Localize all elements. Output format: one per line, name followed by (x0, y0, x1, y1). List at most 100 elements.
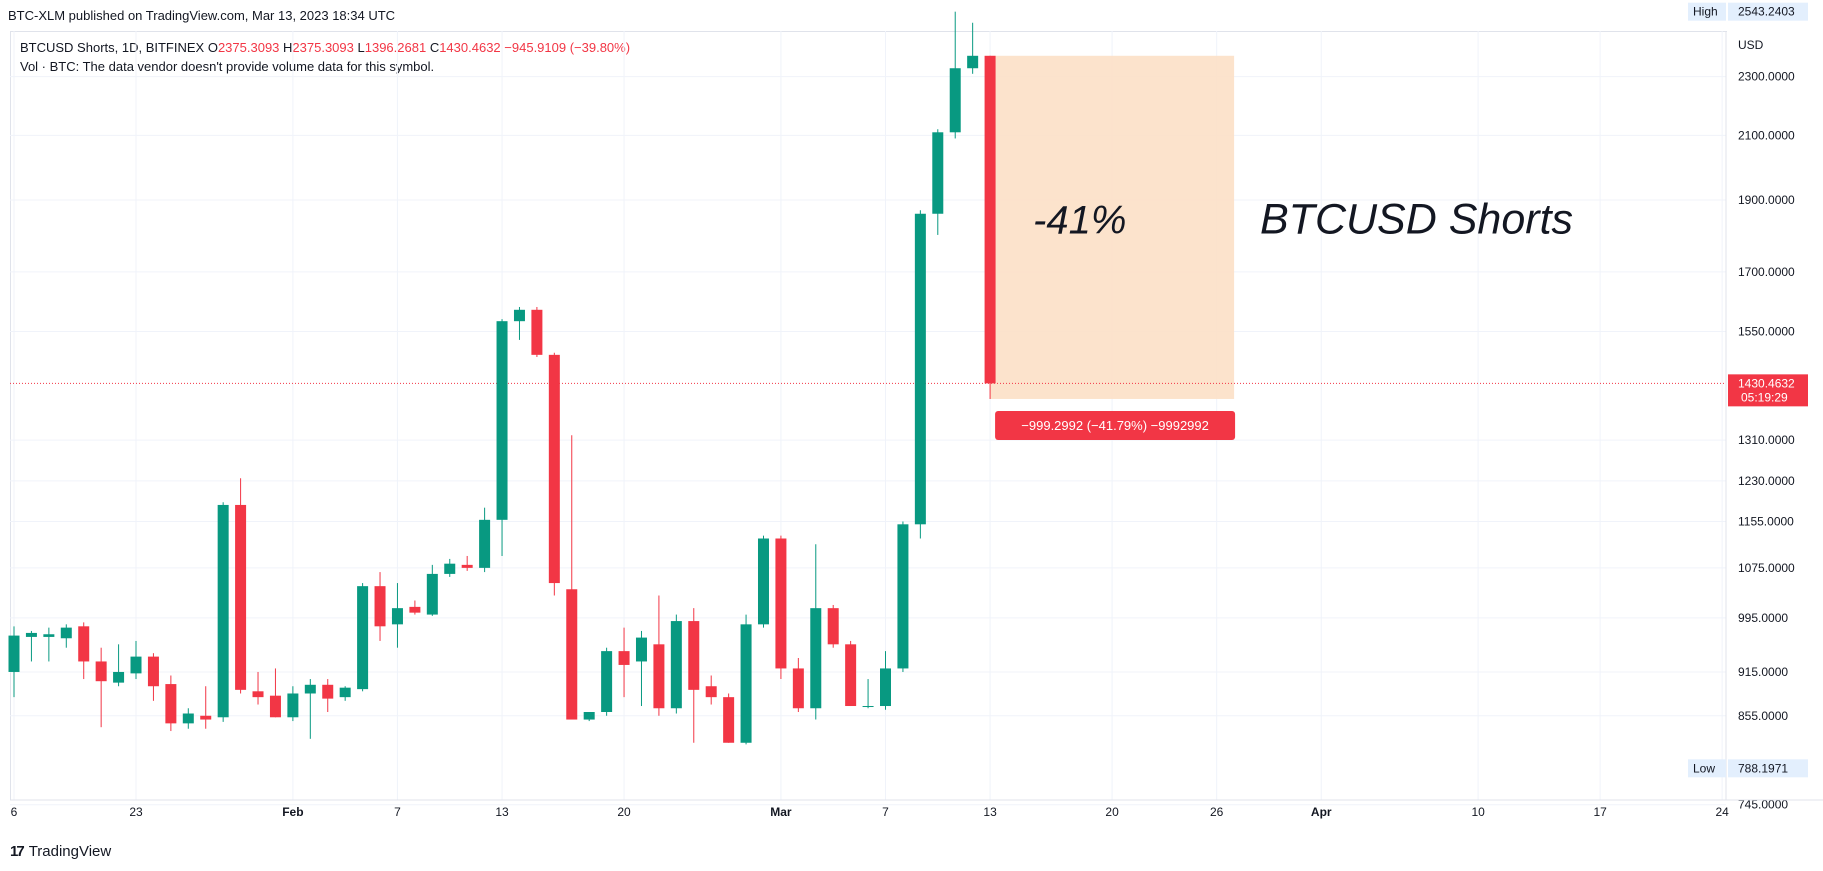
x-tick-label: 24 (1715, 805, 1729, 819)
candle-body (531, 309, 543, 355)
open-value: 2375.3093 (217, 40, 280, 55)
x-tick-label: 13 (983, 805, 997, 819)
symbol-label: BTCUSD Shorts, 1D, BITFINEX (20, 40, 205, 55)
candle-body (235, 504, 247, 690)
y-tick-label: 1700.0000 (1738, 265, 1795, 279)
y-tick-label: 1900.0000 (1738, 193, 1795, 207)
x-tick-label: 6 (11, 805, 18, 819)
candle-body (705, 686, 717, 698)
candle-body (78, 626, 90, 662)
high-value-bg (1728, 2, 1808, 21)
candle-body (792, 668, 804, 709)
candle-body (653, 644, 665, 709)
candle-body (426, 573, 438, 615)
candle-body (810, 608, 822, 709)
candle-body (182, 713, 194, 724)
measure-label-bg (995, 410, 1236, 440)
change-value: −945.9109 (−39.80%) (504, 40, 631, 55)
measure-label: −999.2992 (−41.79%) −9992992 (1021, 418, 1209, 433)
low-label-bg (1688, 759, 1726, 778)
tradingview-logo[interactable]: 17 TradingView (10, 843, 111, 860)
last-price-value: 1430.4632 (1738, 376, 1795, 390)
open-label: O (207, 40, 218, 55)
candle-body (165, 684, 177, 724)
x-tick-label: 20 (1105, 805, 1119, 819)
candle-body (409, 606, 421, 613)
y-tick-label: 855.0000 (1738, 709, 1788, 723)
last-price-tag (1728, 374, 1808, 407)
x-tick-label: 17 (1593, 805, 1607, 819)
candle-body (827, 608, 839, 645)
y-tick-label: 1230.0000 (1738, 474, 1795, 488)
y-tick-label: 1550.0000 (1738, 325, 1795, 339)
candle-body (269, 695, 281, 718)
ohlc-legend: BTCUSD Shorts, 1D, BITFINEX O2375.3093 H… (20, 40, 630, 55)
y-tick-label: 995.0000 (1738, 611, 1788, 625)
candle-body (287, 693, 299, 718)
y-tick-label: 2100.0000 (1738, 128, 1795, 142)
candle-body (304, 684, 316, 694)
y-tick-label: 1075.0000 (1738, 561, 1795, 575)
high-label-bg (1688, 2, 1726, 21)
close-value: 1430.4632 (439, 40, 501, 55)
candle-body (775, 538, 787, 669)
currency-label: USD (1738, 38, 1764, 52)
x-tick-label: 20 (617, 805, 631, 819)
x-tick-label: 10 (1471, 805, 1485, 819)
close-label: C (429, 40, 440, 55)
candle-body (548, 354, 560, 584)
x-tick-label: 26 (1210, 805, 1224, 819)
y-tick-label: 1310.0000 (1738, 433, 1795, 447)
candle-body (897, 524, 909, 669)
candle-body (688, 621, 700, 690)
candle-body (914, 213, 926, 525)
candle-body (880, 668, 891, 707)
candle-body (95, 661, 107, 682)
candle-body (932, 132, 944, 214)
candle-body (479, 519, 491, 568)
title-annotation: BTCUSD Shorts (1260, 195, 1573, 243)
volume-note: Vol · BTC: The data vendor doesn't provi… (20, 59, 435, 74)
published-caption: BTC-XLM published on TradingView.com, Ma… (8, 8, 396, 23)
high-value: 2375.3093 (292, 40, 354, 55)
candle-body (357, 586, 369, 690)
candle-body (496, 321, 508, 520)
candle-body (984, 55, 996, 384)
candle-body (723, 697, 735, 743)
low-value: 788.1971 (1738, 761, 1788, 775)
candle-body (252, 691, 264, 698)
candle-body (845, 644, 857, 707)
low-label: L (357, 40, 365, 55)
y-tick-label: 2300.0000 (1738, 70, 1795, 84)
x-tick-label: Feb (282, 805, 303, 819)
low-value-bg (1728, 759, 1808, 778)
candle-body (8, 635, 20, 672)
chart-area[interactable] (10, 31, 1727, 800)
candle-body (43, 634, 55, 637)
candle-body (130, 656, 142, 674)
candle-body (200, 715, 212, 720)
y-tick-label: 745.0000 (1738, 798, 1788, 812)
candle-body (967, 55, 979, 69)
x-tick-label: Mar (770, 805, 792, 819)
candle-body (339, 687, 351, 698)
candle-body (862, 706, 874, 708)
candle-body (757, 538, 769, 625)
candle-body (513, 309, 525, 322)
high-label: High (1693, 5, 1718, 19)
candle-body (461, 564, 473, 568)
low-value: 1396.2681 (364, 40, 427, 55)
x-tick-label: Apr (1311, 805, 1332, 819)
high-value: 2543.2403 (1738, 5, 1795, 19)
x-tick-label: 7 (882, 805, 889, 819)
y-tick-label: 1155.0000 (1738, 515, 1794, 529)
candle-body (444, 563, 456, 574)
candle-body (618, 651, 630, 665)
candle-body (217, 504, 229, 718)
candle-body (113, 671, 125, 683)
candle-body (583, 711, 595, 720)
high-label: H (283, 40, 293, 55)
candle-body (60, 627, 72, 639)
candle-body (601, 651, 613, 712)
x-tick-label: 7 (394, 805, 401, 819)
